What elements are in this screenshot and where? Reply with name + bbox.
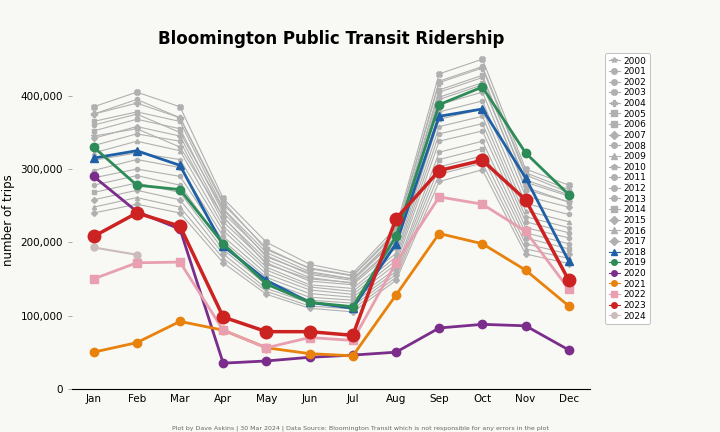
Legend: 2000, 2001, 2002, 2003, 2004, 2005, 2006, 2007, 2008, 2009, 2010, 2011, 2012, 20: 2000, 2001, 2002, 2003, 2004, 2005, 2006… bbox=[606, 53, 650, 324]
Text: Plot by Dave Askins | 30 Mar 2024 | Data Source: Bloomington Transit which is no: Plot by Dave Askins | 30 Mar 2024 | Data… bbox=[171, 426, 549, 431]
Y-axis label: number of trips: number of trips bbox=[2, 175, 15, 266]
Title: Bloomington Public Transit Ridership: Bloomington Public Transit Ridership bbox=[158, 29, 505, 48]
